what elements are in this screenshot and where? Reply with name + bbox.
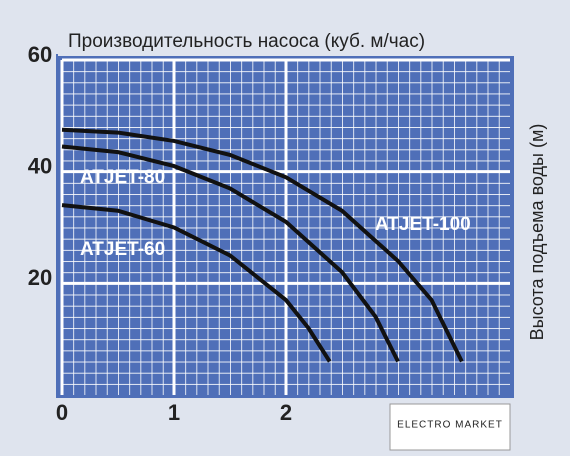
- y-tick-label: 40: [28, 153, 52, 178]
- watermark-box: [389, 403, 511, 451]
- x-tick-label: 1: [168, 400, 180, 425]
- series-label: ATJET-80: [80, 167, 165, 188]
- series-label: ATJET-100: [375, 214, 471, 235]
- series-label: ATJET-60: [80, 239, 165, 260]
- x-tick-label: 0: [56, 400, 68, 425]
- title-band: [58, 26, 514, 56]
- y-axis-label: Высота подъема воды (м): [527, 124, 547, 341]
- curve: [61, 203, 332, 363]
- chart-title: Производительность насоса (куб. м/час): [68, 31, 425, 52]
- curve: [61, 144, 400, 363]
- y-tick-label: 20: [28, 265, 52, 290]
- y-tick-label: 60: [28, 42, 52, 67]
- watermark: ELECTRO MARKET: [397, 420, 503, 431]
- curve: [61, 127, 464, 363]
- x-tick-label: 2: [280, 400, 292, 425]
